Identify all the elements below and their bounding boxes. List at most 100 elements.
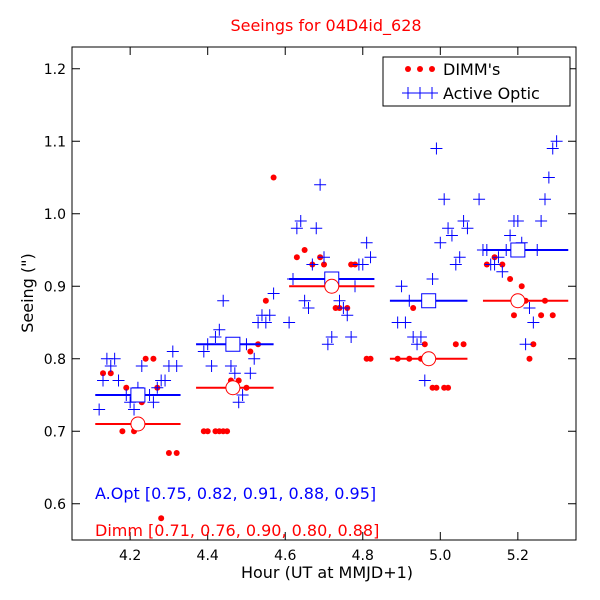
x-axis-title: Hour (UT at MMJD+1) [241, 563, 413, 582]
x-tick-label: 4.8 [352, 548, 374, 564]
active-optic-point [290, 222, 303, 235]
dimm-point [270, 174, 277, 181]
dimm-point [142, 355, 149, 362]
active-optic-point [523, 302, 536, 314]
active-optic-point [135, 360, 148, 372]
dimm-point [158, 515, 165, 522]
active-optic-point [511, 215, 524, 227]
active-optic-point [128, 403, 141, 416]
active-optic-point [527, 316, 540, 329]
active-optic-point [232, 396, 245, 409]
active-optic-point [224, 360, 237, 372]
active-optic-point [283, 316, 296, 329]
active-optic-point [205, 360, 218, 372]
active-optic-point [434, 236, 447, 249]
y-tick-label: 0.8 [44, 352, 66, 368]
active-optic-point [546, 142, 559, 155]
active-optic-point [438, 193, 451, 206]
active-optic-point [360, 236, 373, 249]
legend-active-optic-plus [402, 87, 414, 99]
active-optic-point [430, 142, 443, 155]
dimm-mean-marker [130, 416, 146, 432]
x-tick-label: 4.2 [119, 548, 141, 564]
dimm-point [321, 261, 327, 268]
axis-ticks [72, 47, 576, 540]
dimm-point [100, 370, 107, 377]
active-optic-point [364, 251, 377, 264]
x-tick-label: 5.2 [507, 548, 529, 564]
active-optic-point [341, 309, 354, 322]
plot-frame [71, 46, 577, 541]
legend-active-optic-plus [426, 87, 438, 99]
active-optic-point [395, 280, 408, 293]
x-tick-label: 5.0 [429, 548, 451, 564]
bin-means [95, 242, 569, 432]
active-optic-point [108, 352, 121, 365]
dimm-point [518, 283, 525, 290]
active-optic-point [104, 360, 117, 372]
active-optic-point [166, 345, 179, 358]
legend-dimm-dot [405, 66, 411, 72]
active-optic-point [461, 222, 474, 235]
dimm-point [421, 341, 428, 348]
dimm-point [538, 312, 545, 319]
active-optic-point [538, 193, 551, 206]
legend-dimm-marker [405, 66, 435, 72]
active-optic-point [306, 258, 319, 271]
chart-title: Seeings for 04D4id_628 [230, 16, 421, 36]
dimm-point [262, 297, 269, 304]
legend-dimm-label: DIMM's [443, 60, 500, 79]
active-optic-point [314, 178, 327, 191]
active-optic-point [302, 302, 315, 314]
dimm-point [445, 384, 452, 391]
active-optic-point [356, 258, 369, 271]
active-optic-point [170, 360, 183, 372]
active-optic-point [333, 294, 346, 307]
dimm-point [173, 450, 180, 456]
y-tick-label: 1.0 [44, 207, 66, 223]
active-optic-point [159, 374, 172, 387]
dimm-mean-marker [225, 380, 241, 396]
dimm-point [452, 341, 459, 348]
active-optic-point [209, 331, 222, 343]
dimm-point [530, 341, 537, 348]
active-optic-point [213, 323, 226, 336]
plot-area [72, 47, 576, 540]
active-optic-point [496, 265, 509, 278]
legend-dimm-dot [429, 66, 435, 72]
active-optic-point [550, 135, 563, 148]
active-optic-point [236, 389, 249, 401]
active-optic-point [112, 374, 125, 387]
dimm-point [499, 261, 506, 268]
dimm-mean-marker [510, 293, 526, 309]
active-optic-point [492, 251, 505, 264]
active-optic-point [321, 338, 334, 351]
legend-box [382, 56, 571, 107]
dimm-point [165, 450, 172, 456]
dimm-mean-marker [324, 278, 340, 294]
dimm-point [224, 428, 231, 435]
dimm-point [247, 348, 254, 355]
dimm-point [507, 276, 514, 282]
active-optic-point [414, 331, 427, 343]
active-optic-point [263, 309, 276, 322]
y-tick-label: 1.2 [44, 62, 66, 78]
dimm-point [123, 384, 130, 391]
y-tick-label: 0.9 [44, 279, 66, 295]
active-optic-point [542, 171, 555, 184]
y-tick-label: 0.7 [44, 424, 66, 440]
active-optic-point [248, 352, 261, 365]
active-optic-point [442, 222, 455, 235]
dimm-point [293, 254, 300, 261]
active-optic-point [267, 287, 280, 300]
active-optic-point [411, 338, 424, 351]
active-optic-point [244, 367, 257, 380]
legend-dimm-dot [417, 66, 423, 72]
dimm-point [301, 247, 308, 253]
active-optic-point [449, 258, 462, 271]
active-optic-point [147, 396, 160, 409]
legend-active-optic-label: Active Optic [443, 84, 540, 103]
active-optic-point [310, 222, 323, 235]
dimm-point [107, 370, 114, 377]
